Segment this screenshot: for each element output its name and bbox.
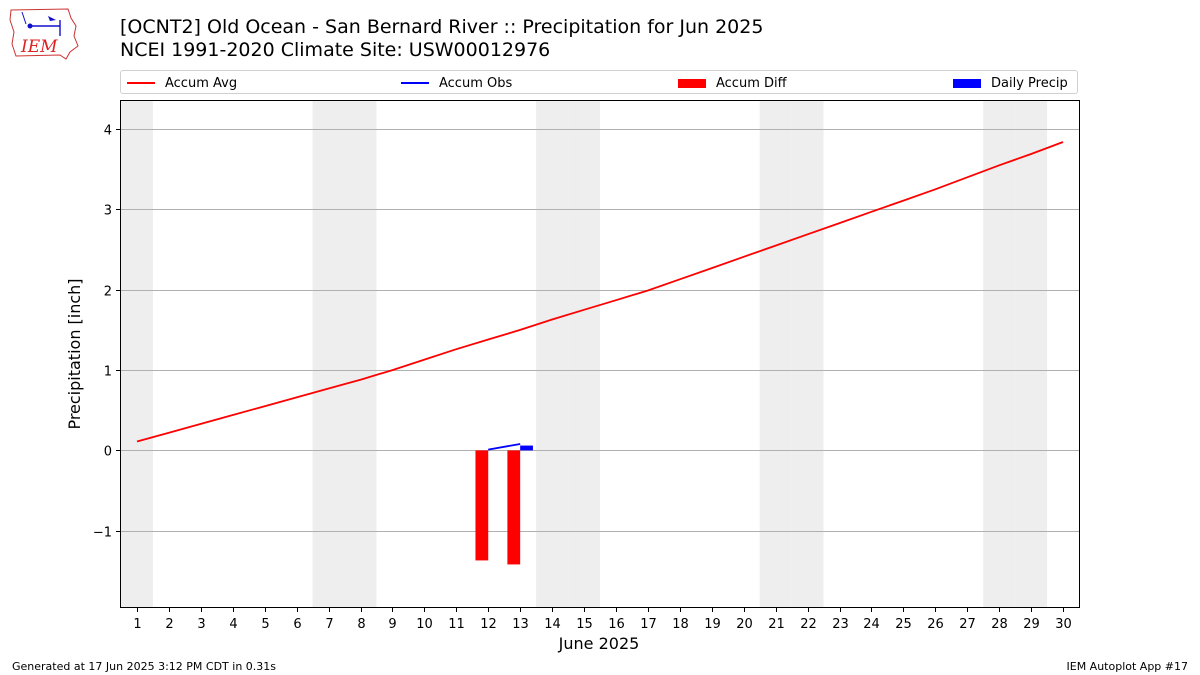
accum-diff-bar [507, 450, 521, 565]
x-tick-label: 4 [229, 617, 237, 632]
x-tick-label: 2 [165, 617, 173, 632]
chart-title: [OCNT2] Old Ocean - San Bernard River ::… [120, 16, 764, 38]
legend-label: Daily Precip [991, 75, 1068, 91]
x-tick-label: 16 [608, 617, 625, 632]
x-tick-label: 23 [832, 617, 849, 632]
weekend-band [983, 101, 1016, 607]
chart-subtitle: NCEI 1991-2020 Climate Site: USW00012976 [120, 39, 551, 61]
x-tick-label: 13 [512, 617, 529, 632]
x-tick-label: 8 [357, 617, 365, 632]
y-tick-label: −1 [93, 526, 112, 541]
legend-item-accum-obs: Accum Obs [401, 71, 512, 95]
x-tick-label: 20 [736, 617, 753, 632]
weekend-band [344, 101, 377, 607]
y-axis: −1 0 1 2 3 4 [93, 124, 121, 541]
x-tick-label: 15 [576, 617, 593, 632]
accum-avg-line [136, 141, 1064, 443]
x-axis-label: June 2025 [558, 634, 640, 653]
x-tick-label: 17 [640, 617, 657, 632]
bar-series [475, 445, 533, 565]
x-tick-label: 19 [704, 617, 721, 632]
iem-logo: IEM [9, 8, 79, 60]
x-tick-label: 5 [261, 617, 269, 632]
legend-swatch [678, 78, 706, 88]
x-tick-label: 3 [197, 617, 205, 632]
app-label: IEM Autoplot App #17 [1066, 660, 1189, 673]
y-axis-label: Precipitation [inch] [65, 278, 84, 429]
line-series [136, 141, 1064, 451]
logo-text: IEM [20, 37, 58, 57]
weekend-bands [121, 101, 1048, 607]
weekend-band [536, 101, 569, 607]
weekend-band [121, 101, 153, 607]
plot-frame [120, 100, 1080, 608]
legend-swatch [127, 82, 155, 84]
gridlines [121, 129, 1079, 532]
generated-timestamp: Generated at 17 Jun 2025 3:12 PM CDT in … [12, 660, 277, 673]
x-tick-label: 12 [480, 617, 497, 632]
legend-item-daily-precip: Daily Precip [953, 71, 1068, 95]
y-tick-label: 4 [104, 124, 112, 139]
x-tick-label: 21 [768, 617, 785, 632]
daily-precip-bar [520, 445, 533, 451]
x-axis: 1 2 3 4 5 6 7 8 9 10 11 12 13 14 15 16 17 18 19 20 21 22 23 24 2… [133, 607, 1072, 632]
legend-swatch [953, 78, 981, 88]
weekend-band [1015, 101, 1048, 607]
accum-obs-line [488, 443, 521, 451]
x-tick-label: 24 [863, 617, 880, 632]
y-tick-label: 0 [104, 445, 112, 460]
y-tick-label: 3 [104, 204, 112, 219]
x-tick-label: 14 [544, 617, 561, 632]
legend-label: Accum Avg [165, 75, 238, 91]
x-tick-label: 30 [1055, 617, 1072, 632]
weekend-band [759, 101, 792, 607]
x-tick-label: 29 [1023, 617, 1040, 632]
y-tick-label: 1 [104, 365, 112, 380]
weekend-band [312, 101, 345, 607]
weekend-band [791, 101, 824, 607]
weekend-band [568, 101, 600, 607]
x-tick-label: 1 [133, 617, 141, 632]
legend-item-accum-diff: Accum Diff [678, 71, 787, 95]
legend-label: Accum Diff [716, 75, 787, 91]
legend-label: Accum Obs [439, 75, 513, 91]
x-tick-label: 6 [293, 617, 301, 632]
legend: Accum Avg Accum Obs Accum Diff Daily Pre… [120, 70, 1078, 94]
x-tick-label: 22 [800, 617, 817, 632]
x-tick-label: 9 [388, 617, 396, 632]
x-tick-label: 28 [991, 617, 1008, 632]
x-tick-label: 10 [416, 617, 433, 632]
x-tick-label: 25 [895, 617, 912, 632]
y-tick-label: 2 [104, 285, 112, 300]
x-tick-label: 7 [325, 617, 333, 632]
x-tick-label: 26 [927, 617, 944, 632]
x-tick-label: 27 [959, 617, 976, 632]
legend-swatch [401, 82, 429, 84]
x-tick-label: 11 [448, 617, 465, 632]
accum-diff-bar [475, 450, 489, 561]
x-tick-label: 18 [672, 617, 689, 632]
legend-item-accum-avg: Accum Avg [127, 71, 237, 95]
